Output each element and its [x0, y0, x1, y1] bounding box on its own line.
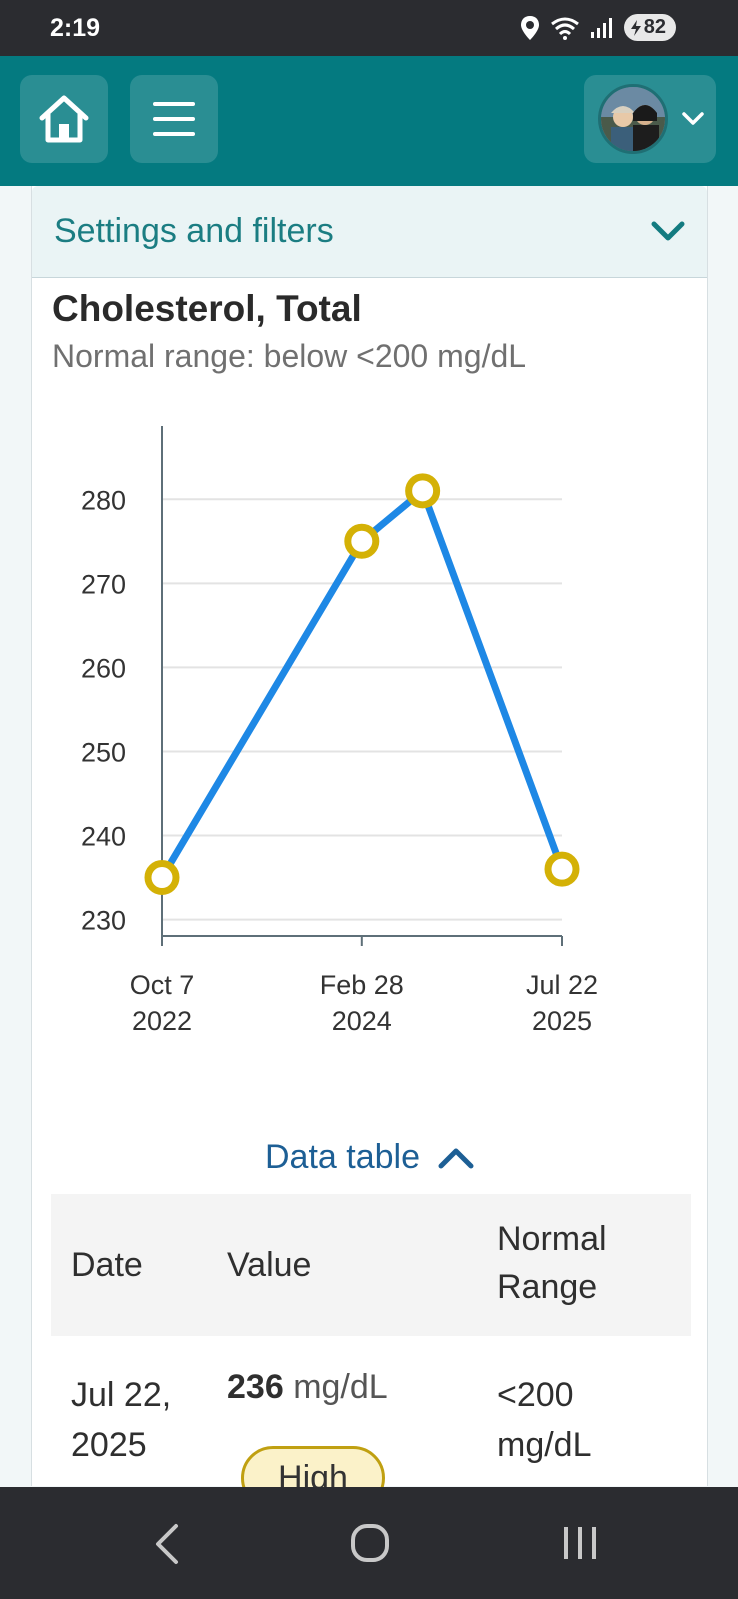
cholesterol-line-chart: 230 240 250 260 270 280 Oct 7 2022 Feb 28 2024 Jul… — [81, 426, 598, 1036]
data-table-label: Data table — [265, 1138, 420, 1176]
y-tick-label: 250 — [81, 737, 126, 767]
header-value: Value — [227, 1246, 312, 1284]
x-tick-label: 2024 — [332, 1006, 392, 1036]
lab-result-card: Settings and filters Cholesterol, Total … — [31, 186, 708, 1510]
row-range-line1: <200 — [497, 1376, 574, 1414]
row-range-line2: mg/dL — [497, 1426, 592, 1464]
x-tick-label: Feb 28 — [320, 970, 404, 1000]
signal-icon — [590, 17, 612, 38]
home-circle-icon[interactable] — [350, 1523, 390, 1563]
data-table-toggle[interactable]: Data table — [32, 1138, 707, 1177]
chart-title: Cholesterol, Total — [52, 288, 362, 329]
avatar — [598, 84, 668, 154]
profile-menu-button[interactable] — [584, 75, 716, 163]
y-tick-label: 230 — [81, 906, 126, 936]
row-value: 236 mg/dL — [227, 1362, 388, 1412]
row-value-unit: mg/dL — [293, 1368, 388, 1406]
row-value-number: 236 — [227, 1368, 284, 1406]
back-icon[interactable] — [152, 1523, 182, 1565]
home-button[interactable] — [20, 75, 108, 163]
settings-filters-toggle[interactable]: Settings and filters — [32, 186, 707, 278]
recents-icon[interactable] — [560, 1523, 600, 1563]
table-header: Date Value Normal Range — [51, 1194, 691, 1336]
series-line — [158, 487, 566, 880]
chevron-down-icon — [682, 112, 704, 125]
y-tick-label: 280 — [81, 485, 126, 515]
x-tick-label: 2025 — [532, 1006, 592, 1036]
hamburger-menu-icon — [153, 102, 195, 136]
home-icon — [39, 95, 89, 143]
header-range-line1: Normal — [497, 1220, 607, 1258]
system-nav-bar — [0, 1487, 738, 1599]
app-header — [0, 56, 738, 186]
row-date-line2: 2025 — [71, 1426, 147, 1464]
location-icon — [520, 15, 539, 40]
status-time: 2:19 — [50, 14, 101, 42]
data-point — [405, 473, 441, 509]
menu-button[interactable] — [130, 75, 218, 163]
data-table: Date Value Normal Range Jul 22, 2025 236… — [51, 1194, 691, 1516]
wifi-icon — [550, 17, 579, 40]
y-tick-label: 260 — [81, 653, 126, 683]
row-date-line1: Jul 22, — [71, 1376, 172, 1414]
header-range-line2: Range — [497, 1268, 598, 1306]
data-point — [544, 851, 580, 887]
battery-level: 82 — [643, 16, 666, 38]
chevron-up-icon — [438, 1148, 474, 1168]
x-tick-label: 2022 — [132, 1006, 192, 1036]
settings-label: Settings and filters — [54, 212, 334, 250]
data-point — [144, 860, 180, 896]
y-tick-label: 240 — [81, 822, 126, 852]
chart-subtitle: Normal range: below <200 mg/dL — [52, 338, 527, 374]
chevron-down-icon — [651, 221, 685, 240]
x-tick-label: Jul 22 — [526, 970, 598, 1000]
header-date: Date — [71, 1246, 143, 1284]
battery-icon: 82 — [623, 14, 676, 41]
status-bar: 2:19 82 — [0, 0, 738, 56]
data-point — [344, 523, 380, 559]
y-tick-label: 270 — [81, 569, 126, 599]
status-icons: 82 — [520, 14, 676, 41]
x-tick-label: Oct 7 — [130, 970, 195, 1000]
